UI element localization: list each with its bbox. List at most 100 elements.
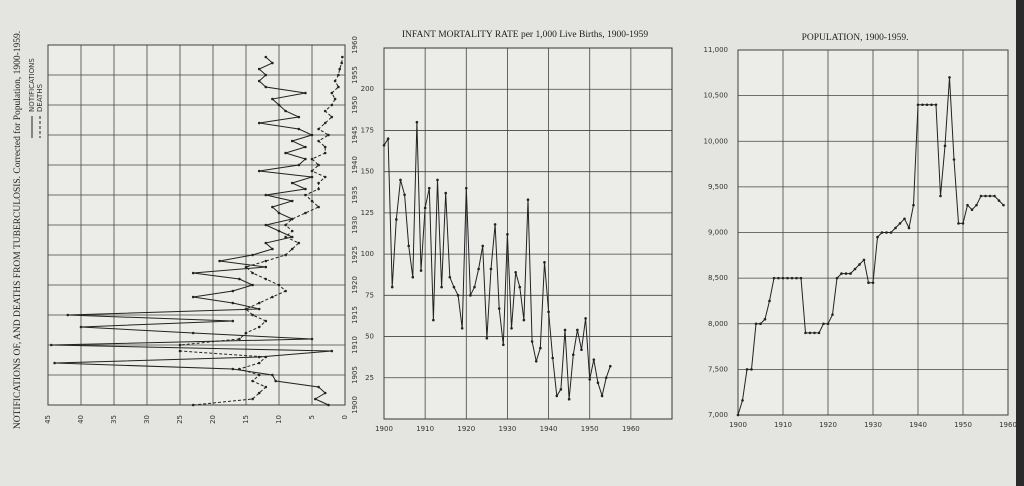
value-tick-label: 40 bbox=[77, 415, 85, 424]
data-point bbox=[284, 289, 287, 293]
value-tick-label: 25 bbox=[176, 415, 184, 424]
data-point bbox=[323, 121, 327, 125]
value-tick-label: 5 bbox=[308, 415, 316, 419]
data-point bbox=[317, 181, 320, 185]
x-tick-label: 1940 bbox=[909, 421, 927, 429]
data-point bbox=[939, 194, 942, 198]
data-point bbox=[257, 67, 261, 71]
data-point bbox=[993, 194, 996, 198]
data-point bbox=[238, 337, 241, 341]
data-point bbox=[600, 394, 604, 398]
data-point bbox=[257, 121, 261, 125]
data-point bbox=[327, 133, 330, 137]
data-point bbox=[337, 85, 340, 89]
data-point bbox=[984, 194, 987, 198]
data-point bbox=[518, 285, 522, 289]
data-point bbox=[768, 299, 771, 303]
data-point bbox=[961, 222, 965, 225]
data-point bbox=[297, 115, 301, 119]
data-point bbox=[290, 235, 294, 239]
year-tick-label: 1905 bbox=[351, 366, 359, 384]
data-point bbox=[264, 193, 268, 197]
year-tick-label: 1950 bbox=[351, 96, 359, 114]
data-point bbox=[323, 391, 327, 395]
data-point bbox=[323, 109, 327, 113]
data-point bbox=[481, 244, 485, 248]
data-point bbox=[912, 203, 915, 207]
year-tick-label: 1945 bbox=[351, 126, 359, 144]
data-point bbox=[786, 276, 789, 280]
chart-title: NOTIFICATIONS OF, AND DEATHS FROM TUBERC… bbox=[12, 31, 23, 429]
data-point bbox=[337, 73, 340, 77]
data-point bbox=[290, 139, 294, 143]
data-point bbox=[880, 231, 884, 234]
y-tick-label: 7,000 bbox=[708, 411, 728, 419]
data-point bbox=[244, 265, 248, 269]
y-tick-label: 11,000 bbox=[704, 46, 729, 54]
data-point bbox=[604, 376, 608, 380]
data-point bbox=[271, 295, 274, 299]
data-point bbox=[251, 283, 254, 287]
data-point bbox=[277, 229, 281, 233]
data-point bbox=[876, 235, 879, 239]
x-tick-label: 1960 bbox=[622, 425, 640, 433]
chart-title: INFANT MORTALITY RATE per 1,000 Live Bir… bbox=[402, 30, 649, 40]
data-point bbox=[333, 97, 337, 101]
y-tick-label: 100 bbox=[361, 250, 374, 258]
data-point bbox=[898, 222, 902, 225]
data-point bbox=[251, 397, 254, 401]
year-tick-label: 1900 bbox=[351, 396, 359, 414]
data-point bbox=[750, 368, 753, 371]
data-point bbox=[310, 175, 314, 179]
data-point bbox=[436, 178, 439, 182]
year-tick-label: 1910 bbox=[351, 336, 359, 354]
data-point bbox=[754, 322, 758, 326]
data-point bbox=[988, 194, 992, 198]
data-point bbox=[264, 55, 268, 59]
data-point bbox=[423, 206, 427, 210]
data-point bbox=[264, 73, 268, 77]
data-point bbox=[271, 373, 274, 377]
data-point bbox=[297, 127, 301, 131]
data-point bbox=[559, 388, 563, 391]
data-point bbox=[341, 55, 344, 59]
data-point bbox=[284, 253, 287, 257]
data-point bbox=[799, 276, 803, 280]
y-tick-label: 25 bbox=[365, 374, 374, 382]
x-tick-label: 1950 bbox=[581, 425, 599, 433]
data-point bbox=[440, 285, 443, 289]
data-point bbox=[333, 79, 337, 83]
data-point bbox=[382, 143, 386, 147]
data-point bbox=[297, 241, 301, 245]
data-point bbox=[284, 223, 287, 227]
data-point bbox=[867, 281, 870, 284]
y-tick-label: 10,000 bbox=[704, 137, 729, 145]
data-point bbox=[608, 364, 612, 368]
data-point bbox=[934, 103, 938, 107]
data-point bbox=[251, 253, 254, 257]
data-point bbox=[822, 322, 825, 326]
data-point bbox=[191, 271, 195, 275]
data-point bbox=[238, 367, 241, 371]
year-tick-label: 1920 bbox=[351, 276, 359, 294]
data-point bbox=[997, 199, 1001, 202]
data-point bbox=[419, 269, 423, 272]
x-tick-label: 1910 bbox=[416, 425, 434, 433]
data-point bbox=[894, 226, 897, 230]
data-point bbox=[925, 103, 929, 107]
data-point bbox=[567, 397, 571, 401]
data-point bbox=[264, 277, 268, 281]
data-point bbox=[290, 217, 294, 221]
data-point bbox=[551, 356, 554, 360]
y-tick-label: 7,500 bbox=[708, 365, 728, 373]
data-point bbox=[231, 301, 235, 305]
data-point bbox=[444, 191, 448, 195]
data-point bbox=[257, 391, 261, 395]
y-tick-label: 75 bbox=[365, 291, 374, 299]
year-tick-label: 1935 bbox=[351, 186, 359, 204]
data-point bbox=[539, 346, 542, 350]
x-tick-label: 1920 bbox=[819, 421, 837, 429]
data-point bbox=[948, 76, 951, 79]
data-point bbox=[571, 353, 575, 356]
data-point bbox=[584, 317, 587, 320]
